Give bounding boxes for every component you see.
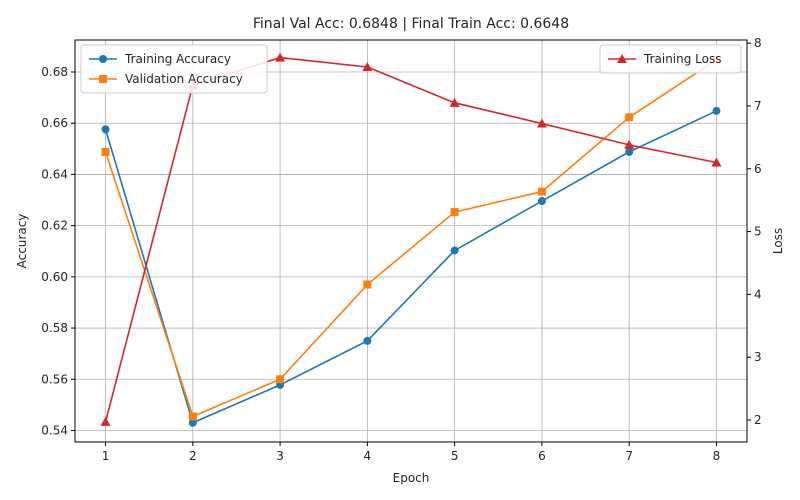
x-axis-label: Epoch bbox=[393, 471, 430, 485]
validation-accuracy-point bbox=[363, 280, 372, 289]
training-loss-point bbox=[624, 139, 635, 149]
y-tick-label-left: 0.60 bbox=[41, 270, 68, 284]
grid bbox=[75, 40, 747, 442]
x-tick-label: 6 bbox=[538, 449, 546, 463]
legend-label-training-loss: Training Loss bbox=[643, 52, 721, 66]
training-loss-point bbox=[362, 62, 373, 72]
training-accuracy-point bbox=[450, 246, 459, 255]
x-tick-label: 7 bbox=[625, 449, 633, 463]
validation-accuracy-point bbox=[450, 208, 459, 217]
training-loss-point bbox=[100, 416, 111, 426]
training-loss-point bbox=[275, 52, 286, 62]
training-accuracy-point bbox=[363, 336, 372, 345]
y-axis-label-left: Accuracy bbox=[15, 214, 29, 269]
x-tick-label: 1 bbox=[102, 449, 110, 463]
training-loss-point bbox=[536, 118, 547, 128]
training-loss-point bbox=[711, 157, 722, 167]
x-tick-label: 3 bbox=[276, 449, 284, 463]
y-tick-label-right: 7 bbox=[754, 99, 762, 113]
y-tick-label-left: 0.62 bbox=[41, 219, 68, 233]
y-tick-label-left: 0.64 bbox=[41, 167, 68, 181]
y-tick-label-right: 2 bbox=[754, 413, 762, 427]
legend-label-training-accuracy: Training Accuracy bbox=[124, 52, 231, 66]
legend-left: Training Accuracy Validation Accuracy bbox=[80, 44, 268, 94]
x-tick-label: 4 bbox=[364, 449, 372, 463]
training-accuracy-point bbox=[188, 418, 197, 427]
legend-swatch-marker bbox=[99, 75, 107, 83]
validation-accuracy-point bbox=[625, 113, 634, 122]
y-tick-label-right: 6 bbox=[754, 162, 762, 176]
legend-swatch-marker bbox=[99, 55, 107, 63]
y-tick-label-left: 0.66 bbox=[41, 116, 68, 130]
validation-accuracy-point bbox=[537, 187, 546, 196]
training-accuracy-point bbox=[537, 197, 546, 206]
training-accuracy-point bbox=[101, 125, 110, 134]
y-tick-label-right: 4 bbox=[754, 287, 762, 301]
chart-title: Final Val Acc: 0.6848 | Final Train Acc:… bbox=[253, 16, 569, 32]
x-tick-label: 5 bbox=[451, 449, 459, 463]
y-axis-label-right: Loss bbox=[771, 228, 785, 254]
legend-swatch-marker bbox=[617, 54, 627, 63]
y-tick-label-left: 0.68 bbox=[41, 65, 68, 79]
legend-right: Training Loss bbox=[599, 44, 742, 74]
legend-box bbox=[80, 44, 268, 94]
y-tick-label-right: 8 bbox=[754, 36, 762, 50]
validation-accuracy-line bbox=[104, 59, 717, 418]
training-loss-line bbox=[104, 56, 717, 423]
training-loss-point bbox=[449, 97, 460, 107]
validation-accuracy-point bbox=[101, 147, 110, 156]
plot-frame bbox=[74, 39, 748, 443]
y-tick-label-left: 0.58 bbox=[41, 321, 68, 335]
y-tick-label-right: 5 bbox=[754, 225, 762, 239]
legend-box bbox=[599, 44, 742, 74]
y-tick-label-right: 3 bbox=[754, 350, 762, 364]
x-tick-label: 2 bbox=[189, 449, 197, 463]
legend-label-validation-accuracy: Validation Accuracy bbox=[125, 72, 243, 86]
validation-accuracy-point bbox=[276, 375, 285, 384]
ticks-layer: 1 2 3 4 5 6 7 8 0.54 0.56 0.58 0.60 0.62 0.64 0.66 0.68… bbox=[41, 36, 761, 463]
x-tick-label: 8 bbox=[713, 449, 721, 463]
y-tick-label-left: 0.54 bbox=[41, 423, 68, 437]
validation-accuracy-point bbox=[188, 412, 197, 421]
training-accuracy-point bbox=[712, 106, 721, 115]
series-layer bbox=[100, 52, 722, 427]
training-accuracy-line bbox=[104, 110, 717, 424]
training-accuracy-point bbox=[625, 147, 634, 156]
y-tick-label-left: 0.56 bbox=[41, 372, 68, 386]
